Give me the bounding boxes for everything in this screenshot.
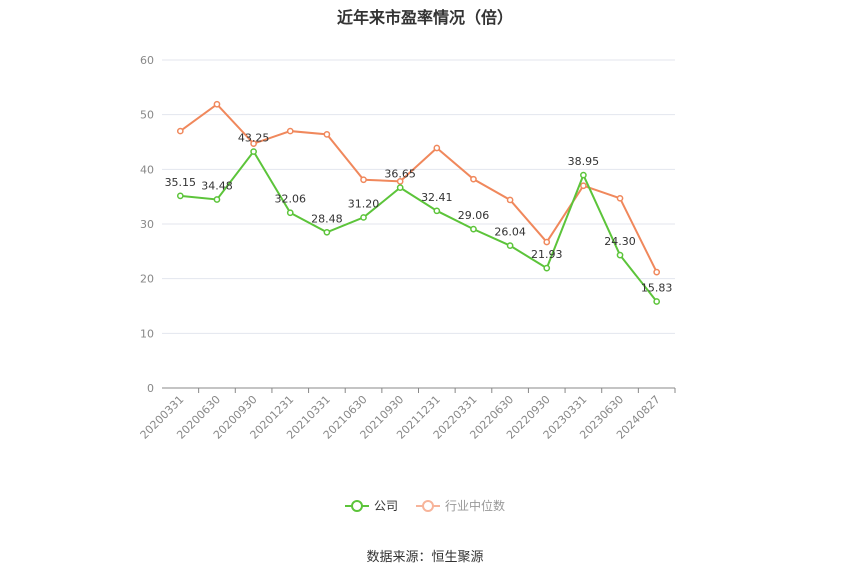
- data-point: [250, 148, 257, 155]
- data-point: [360, 176, 367, 184]
- data-point: [470, 225, 477, 233]
- data-point: [470, 175, 477, 183]
- legend-item-industry-median[interactable]: 行业中位数: [416, 497, 505, 514]
- data-point: [616, 251, 624, 259]
- data-point: [506, 196, 514, 204]
- data-label: 28.48: [311, 212, 343, 225]
- data-label: 24.30: [604, 235, 636, 248]
- legend-label-industry-median: 行业中位数: [445, 499, 506, 513]
- data-point: [286, 209, 294, 217]
- data-point: [653, 298, 661, 305]
- data-point: [323, 130, 331, 138]
- data-label: 15.83: [641, 281, 673, 294]
- data-label: 32.06: [275, 193, 307, 206]
- y-tick-label: 50: [140, 109, 154, 122]
- legend: 公司 行业中位数: [0, 497, 850, 514]
- data-point: [176, 192, 184, 200]
- data-point: [653, 268, 661, 276]
- y-tick-label: 60: [140, 54, 154, 67]
- data-point: [176, 127, 184, 135]
- data-label: 32.41: [421, 191, 453, 204]
- y-tick-label: 0: [147, 382, 154, 395]
- data-point: [433, 144, 441, 152]
- data-point: [286, 127, 294, 135]
- data-label: 38.95: [568, 155, 600, 168]
- legend-marker-icon: [416, 499, 440, 513]
- data-label: 26.04: [494, 226, 526, 239]
- data-label: 21.93: [531, 248, 563, 261]
- series-line-0: [180, 149, 658, 303]
- data-label: 31.20: [348, 197, 380, 210]
- data-point: [213, 196, 221, 203]
- legend-item-company[interactable]: 公司: [344, 497, 398, 514]
- data-label: 36.65: [384, 168, 416, 181]
- data-point: [250, 140, 257, 147]
- data-label: 34.48: [201, 180, 233, 193]
- data-label: 43.25: [238, 132, 270, 145]
- legend-marker-icon: [344, 499, 369, 513]
- data-label: 29.06: [458, 209, 490, 222]
- y-tick-label: 30: [140, 218, 154, 231]
- data-point: [433, 207, 441, 215]
- data-point: [543, 238, 551, 246]
- data-point: [360, 214, 367, 221]
- y-tick-label: 40: [140, 163, 154, 176]
- legend-label-company: 公司: [373, 499, 398, 513]
- data-point: [396, 178, 404, 185]
- data-source: 数据来源：恒生聚源: [366, 550, 484, 565]
- data-point: [396, 184, 404, 191]
- data-point: [506, 242, 514, 249]
- data-label: 35.15: [165, 176, 197, 189]
- data-point: [323, 228, 331, 236]
- y-tick-label: 10: [140, 327, 154, 340]
- chart-title: 近年来市盈率情况（倍）: [336, 8, 513, 27]
- data-point: [213, 100, 221, 108]
- series-line-1: [179, 102, 658, 273]
- y-tick-label: 20: [140, 273, 154, 286]
- data-point: [580, 182, 587, 190]
- data-point: [616, 194, 624, 202]
- data-point: [580, 171, 587, 179]
- data-point: [543, 264, 551, 272]
